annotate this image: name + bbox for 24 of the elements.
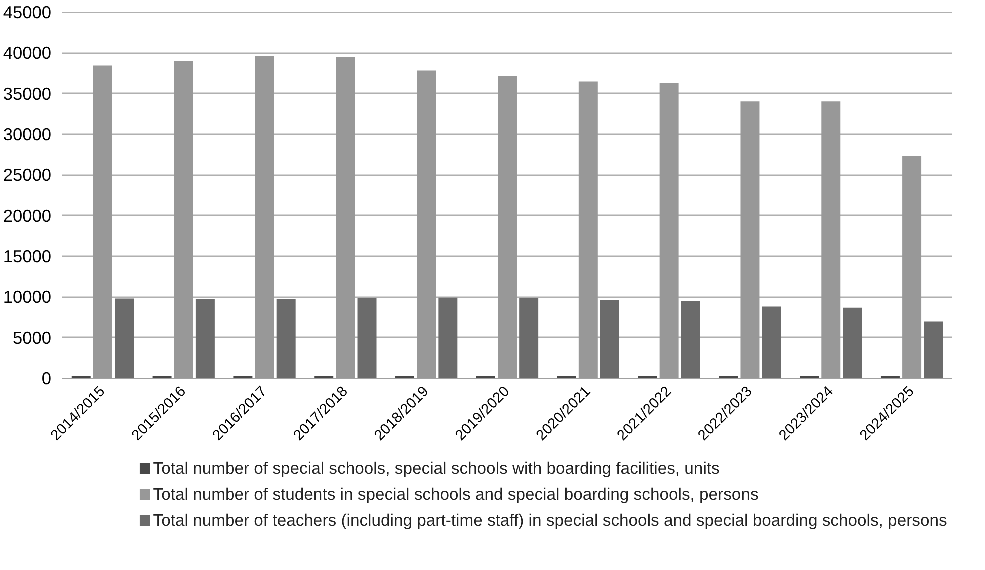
bar: [438, 298, 458, 378]
bar: [681, 301, 700, 378]
y-tick-label: 45000: [3, 2, 52, 22]
y-tick-label: 5000: [12, 328, 52, 348]
bar: [762, 306, 782, 378]
bar: [924, 322, 944, 378]
bar: [196, 300, 215, 378]
legend-label: Total number of special schools, special schools with boarding facilities, units: [153, 459, 720, 478]
y-tick-label: 25000: [3, 165, 52, 186]
bar: [115, 298, 134, 378]
bar: [520, 298, 539, 378]
y-tick-label: 30000: [3, 124, 52, 144]
bar: [843, 308, 862, 378]
legend-label: Total number of students in special schools and special boarding schools, persons: [153, 485, 759, 504]
bar: [600, 300, 620, 378]
y-tick-label: 0: [42, 368, 52, 388]
y-tick-label: 20000: [3, 206, 52, 226]
bar: [276, 299, 296, 378]
y-tick-label: 40000: [3, 43, 52, 64]
y-tick-label: 15000: [3, 246, 52, 266]
legend-label: Total number of teachers (including part-time staff) in special schools and special boarding schools, persons: [153, 511, 948, 530]
y-tick-label: 10000: [3, 287, 52, 308]
bar: [358, 298, 377, 378]
y-tick-label: 35000: [3, 84, 52, 104]
